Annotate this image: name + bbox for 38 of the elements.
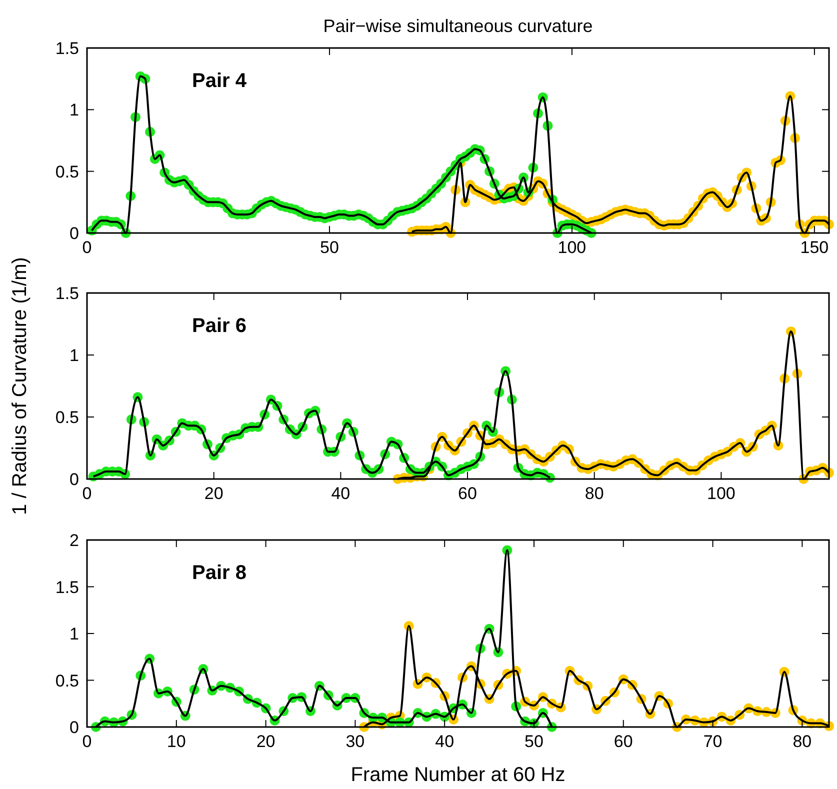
- x-tick-label: 50: [524, 732, 544, 751]
- x-tick-label: 20: [204, 484, 224, 503]
- x-tick-label: 30: [346, 732, 365, 751]
- y-tick-label: 0: [70, 224, 79, 243]
- y-tick-label: 1: [70, 346, 79, 365]
- x-tick-label: 20: [256, 732, 276, 751]
- y-tick-label: 0.5: [55, 671, 79, 690]
- x-tick-label: 10: [166, 732, 186, 751]
- x-tick-label: 150: [800, 238, 829, 257]
- y-tick-label: 1.5: [55, 578, 79, 597]
- y-axis-title: 1 / Radius of Curvature (1/m): [9, 257, 31, 515]
- x-tick-label: 0: [82, 484, 92, 503]
- x-tick-label: 40: [331, 484, 350, 503]
- y-tick-label: 0.5: [55, 408, 79, 427]
- x-tick-label: 0: [82, 238, 92, 257]
- annotation: Pair 6: [192, 315, 246, 337]
- y-tick-label: 1: [70, 624, 79, 644]
- y-tick-label: 2: [70, 531, 79, 550]
- x-tick-label: 0: [82, 732, 92, 751]
- chart-title: Pair−wise simultaneous curvature: [323, 16, 593, 36]
- x-tick-label: 100: [558, 238, 586, 257]
- x-tick-label: 60: [614, 732, 633, 751]
- x-tick-label: 100: [707, 484, 736, 503]
- annotation: Pair 8: [192, 562, 246, 584]
- x-tick-label: 70: [703, 732, 722, 751]
- y-tick-label: 1.5: [55, 284, 79, 303]
- y-tick-label: 0: [70, 470, 79, 489]
- annotation: Pair 4: [192, 70, 248, 92]
- y-tick-label: 1: [70, 100, 79, 120]
- x-tick-label: 40: [435, 732, 454, 751]
- x-axis-title: Frame Number at 60 Hz: [350, 764, 566, 786]
- y-tick-label: 0.5: [55, 162, 79, 182]
- x-tick-label: 80: [584, 484, 604, 503]
- y-tick-label: 1.5: [55, 39, 79, 58]
- y-tick-label: 0: [70, 718, 79, 737]
- x-tick-label: 50: [320, 238, 339, 257]
- x-tick-label: 60: [458, 484, 477, 503]
- x-tick-label: 80: [792, 732, 812, 751]
